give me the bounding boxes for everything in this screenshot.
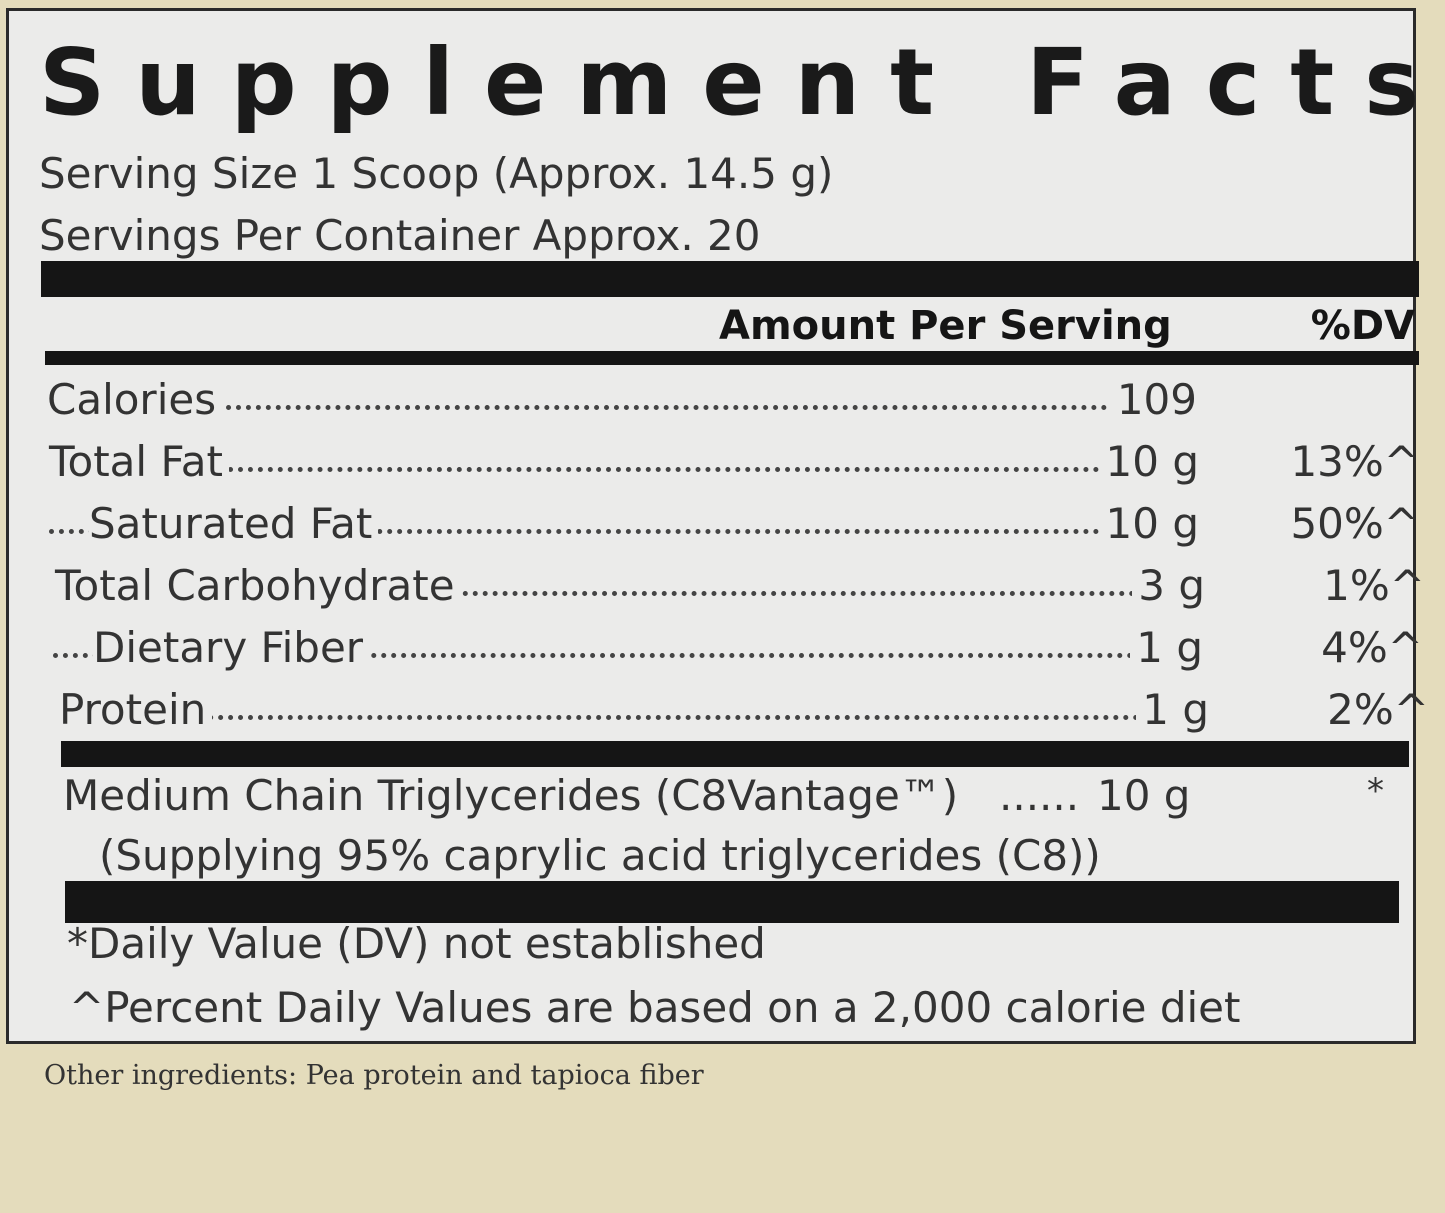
nutrient-row: Total Fat 10 g 13%^	[49, 437, 1419, 497]
nutrient-row: Dietary Fiber 1 g 4%^	[53, 623, 1423, 683]
other-ingredients: Other ingredients: Pea protein and tapio…	[44, 1060, 704, 1091]
title: Supplement Facts	[39, 29, 1445, 136]
dv-header: %DV	[1310, 303, 1415, 349]
nutrient-label: Total Fat	[49, 437, 229, 486]
nutrient-amount: 109	[1110, 375, 1197, 424]
nutrient-label: Calories	[47, 375, 223, 424]
nutrient-amount: 3 g	[1132, 561, 1205, 610]
nutrient-label: Total Carbohydrate	[55, 561, 461, 610]
serving-size: Serving Size 1 Scoop (Approx. 14.5 g)	[39, 149, 834, 198]
nutrient-label: Protein	[59, 685, 213, 734]
divider-thick	[61, 741, 1409, 767]
nutrient-row: Saturated Fat 10 g 50%^	[49, 499, 1419, 559]
amount-header: Amount Per Serving	[719, 303, 1172, 349]
divider-thick	[41, 261, 1419, 297]
nutrient-amount: 10 g	[1099, 499, 1199, 548]
footnote-percent: ^Percent Daily Values are based on a 2,0…	[69, 983, 1241, 1032]
nutrient-amount: 1 g	[1136, 685, 1209, 734]
divider-thick	[65, 881, 1399, 923]
mct-subtext: (Supplying 95% caprylic acid triglycerid…	[99, 831, 1101, 880]
nutrient-dv: 1%^	[1323, 561, 1425, 610]
mct-label: Medium Chain Triglycerides (C8Vantage™)	[63, 771, 959, 820]
nutrient-dv: 2%^	[1327, 685, 1429, 734]
mct-leader: ......	[999, 771, 1080, 820]
mct-dv: *	[1367, 771, 1384, 811]
nutrient-label: Saturated Fat	[89, 499, 379, 548]
mct-amount: 10 g	[1097, 771, 1191, 820]
supplement-facts-panel: Supplement Facts Serving Size 1 Scoop (A…	[6, 8, 1429, 1044]
nutrient-row: Protein 1 g 2%^	[59, 685, 1429, 745]
divider-medium	[45, 351, 1419, 365]
nutrient-label: Dietary Fiber	[93, 623, 370, 672]
servings-per-container: Servings Per Container Approx. 20	[39, 211, 761, 260]
nutrient-amount: 10 g	[1099, 437, 1199, 486]
nutrient-row: Total Carbohydrate 3 g 1%^	[55, 561, 1425, 621]
nutrient-row: Calories 109	[47, 375, 1417, 435]
nutrient-dv: 13%^	[1290, 437, 1419, 486]
nutrient-dv: 50%^	[1290, 499, 1419, 548]
nutrient-dv: 4%^	[1321, 623, 1423, 672]
footnote-dv: *Daily Value (DV) not established	[67, 919, 766, 968]
nutrient-amount: 1 g	[1130, 623, 1203, 672]
